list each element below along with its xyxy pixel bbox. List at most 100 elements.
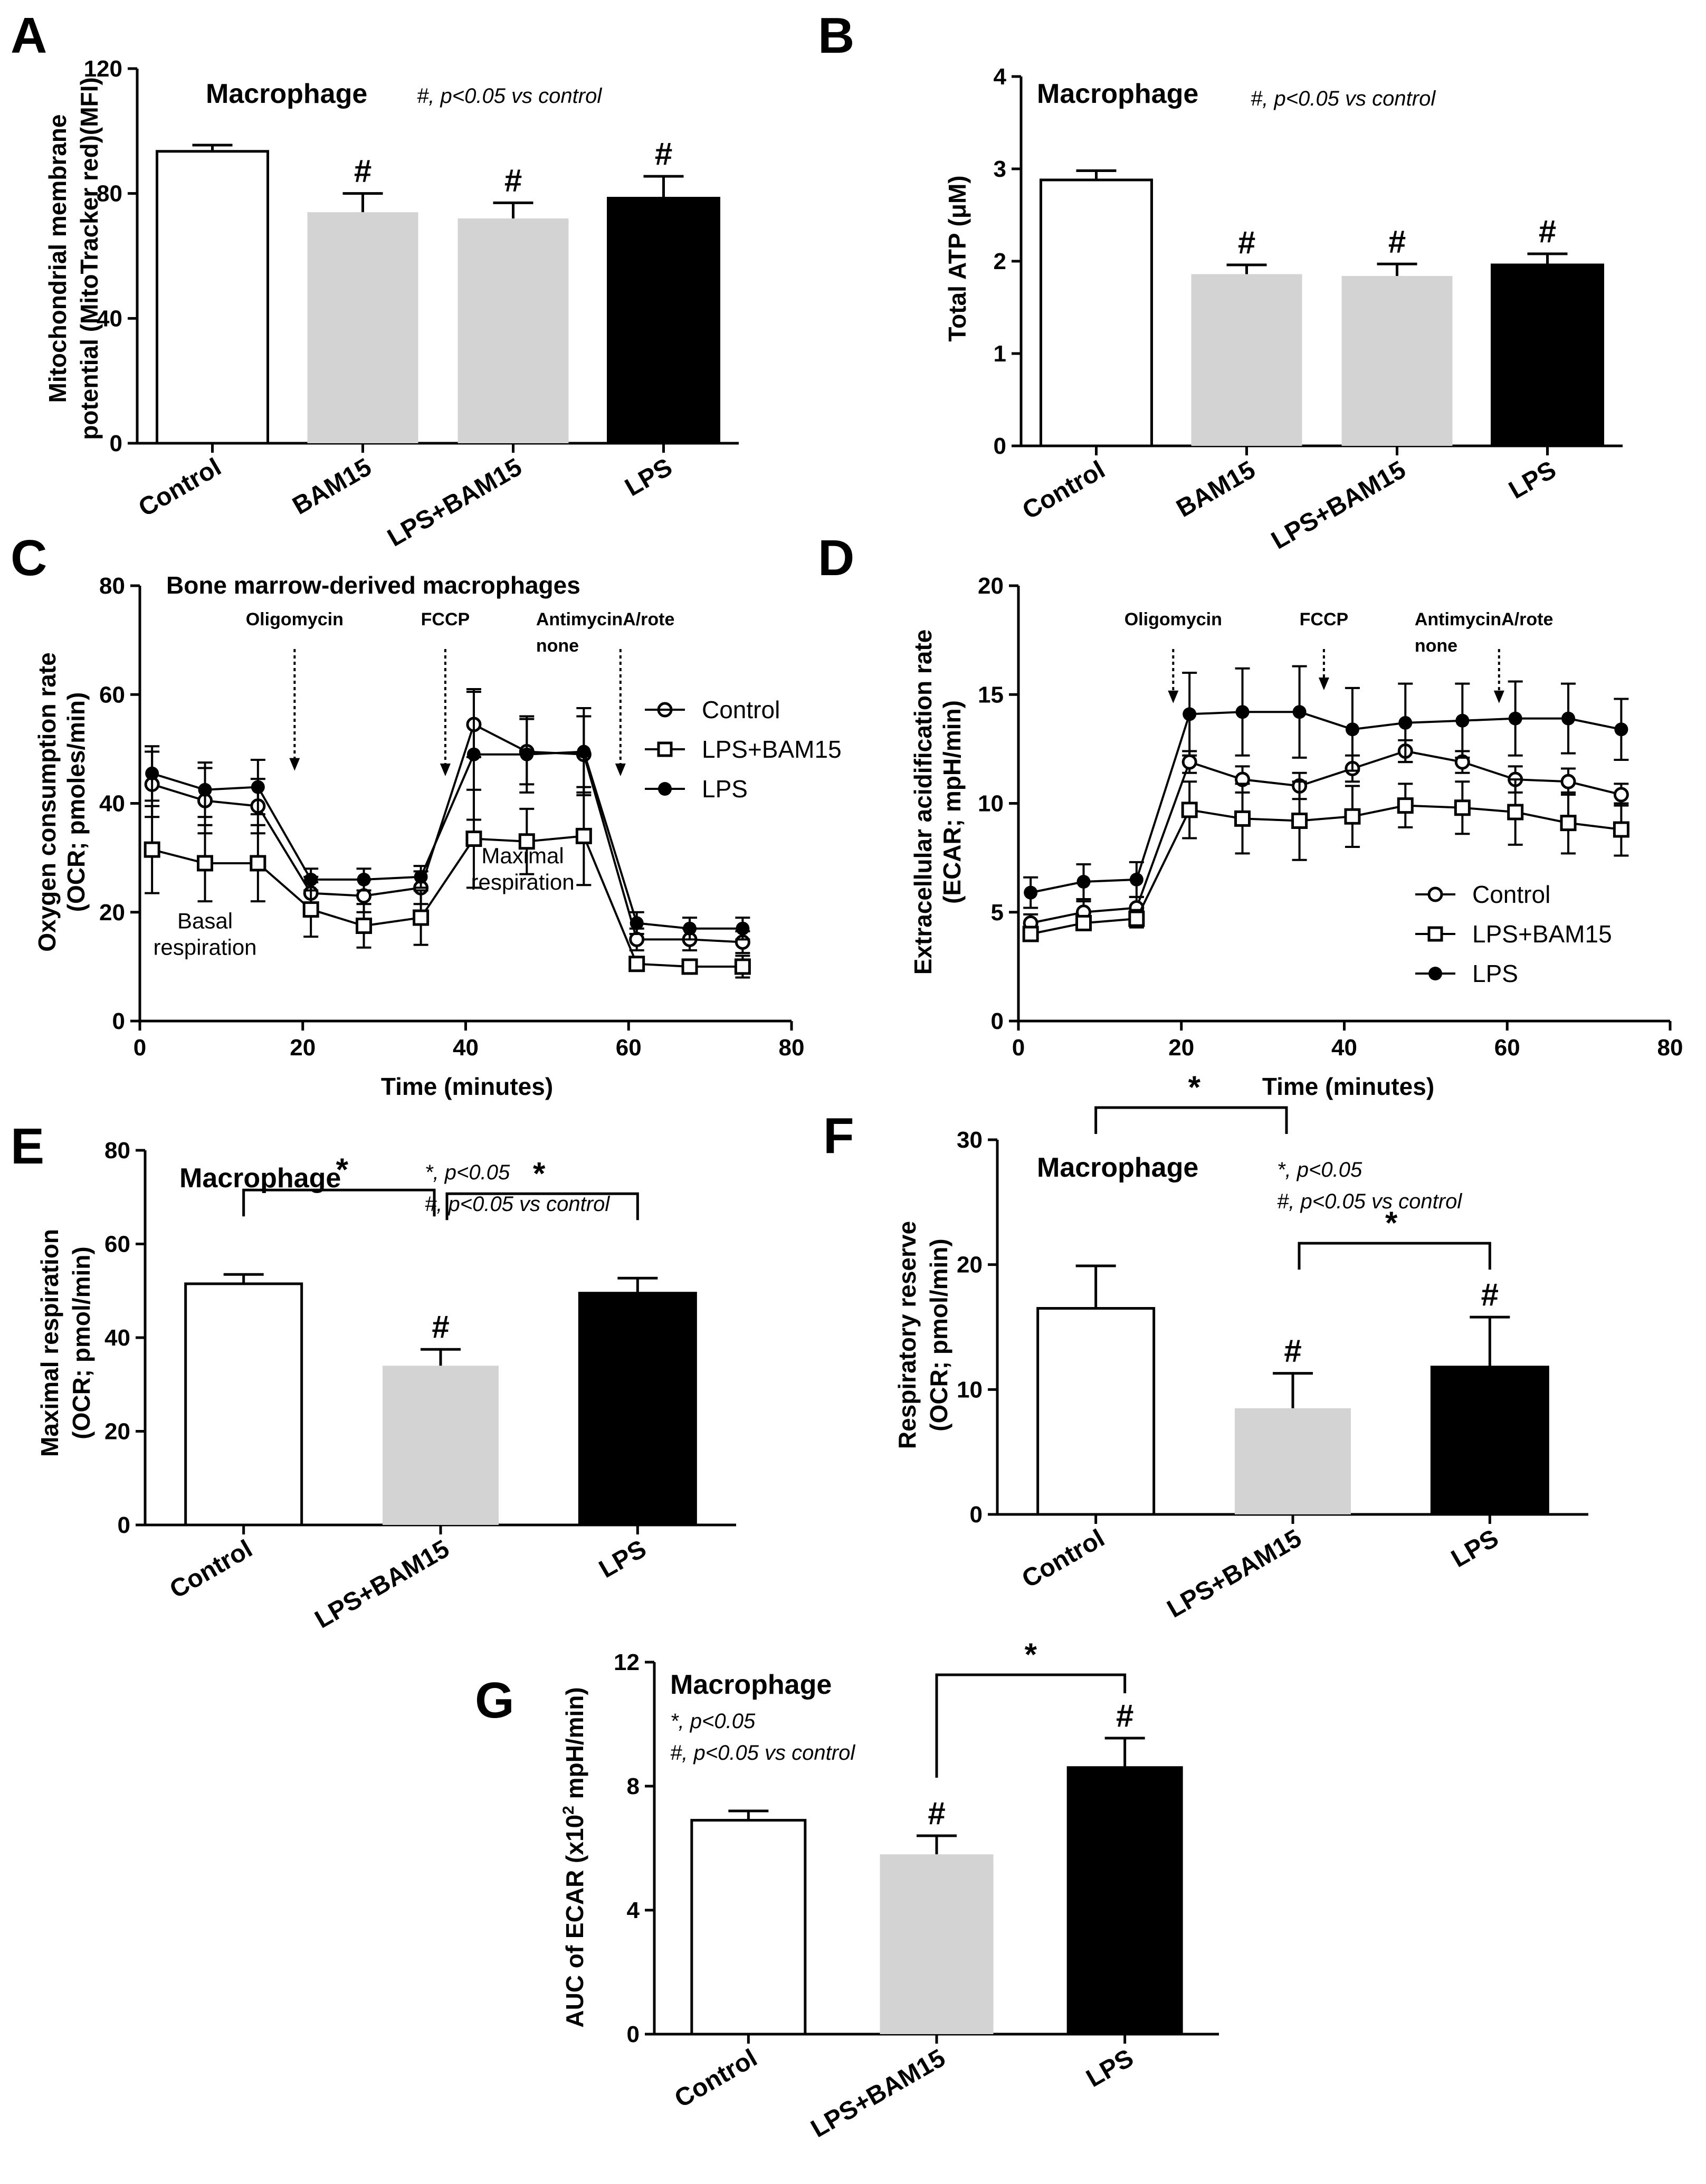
panel-g-ytick-label: 0 xyxy=(627,2021,640,2047)
panel-c-point-lps-bam15 xyxy=(465,831,482,847)
panel-d-xtick-label: 60 xyxy=(1494,1035,1520,1061)
panel-c-series-line-lps xyxy=(151,750,743,930)
panel-a-ylabel-line-2: potential (MitoTracker red)(MFI) xyxy=(75,77,103,440)
panel-d-xtick-label: 40 xyxy=(1331,1035,1357,1061)
panel-d-point-lps-bam15 xyxy=(1075,914,1092,931)
panel-e-bar-lps xyxy=(578,1292,697,1527)
panel-g-ylabel: AUC of ECAR (x102 mpH/min) xyxy=(560,1687,588,2027)
panel-c-point-lps-bam15 xyxy=(250,855,266,872)
panel-c-xlabel: Time (minutes) xyxy=(381,1073,553,1100)
panel-g-note-1: *, p<0.05 xyxy=(670,1710,756,1733)
legend-control-label: Control xyxy=(702,696,780,723)
panel-f-ylabel-line-2: (OCR; pmol/min) xyxy=(925,1238,952,1431)
panel-f-category-label: Control xyxy=(1017,1524,1109,1594)
panel-d-injection-label: AntimycinA/rote xyxy=(1415,609,1553,630)
panel-c-ytick-label: 40 xyxy=(99,791,125,817)
panel-d-point-lps xyxy=(1129,872,1143,886)
panel-b-bar-bam15 xyxy=(1191,274,1302,446)
legend-control-label: Control xyxy=(1472,881,1550,908)
panel-c-ylabel-line-1: Oxygen consumption rate xyxy=(33,652,61,951)
panel-a-category-label: LPS+BAM15 xyxy=(383,453,527,552)
panel-letter-c: C xyxy=(11,530,47,586)
panel-d-point-lps-bam15 xyxy=(1022,926,1039,942)
panel-c-point-lps xyxy=(357,872,371,886)
panel-b-significance-hash: # xyxy=(1539,214,1556,249)
panel-b-category-label: LPS xyxy=(1504,456,1561,505)
panel-d-xtick-label: 0 xyxy=(1012,1035,1025,1061)
panel-g-plot-area: 0 4 8 12 Control LPS+BAM15 # LPS # * xyxy=(614,1637,1219,2143)
panel-c-region-label: Basal xyxy=(177,909,233,933)
panel-a-bar-lps xyxy=(607,197,720,445)
panel-c-point-lps-bam15 xyxy=(356,918,373,934)
panel-a-ytick-label: 40 xyxy=(97,306,122,331)
panel-d-injection-arrow-head xyxy=(1318,678,1329,690)
panel-g-ytick-label: 8 xyxy=(627,1773,640,1799)
panel-g-title: Macrophage xyxy=(670,1670,832,1700)
panel-a-ytick-label: 0 xyxy=(110,431,122,456)
panel-d-injection-arrow-head xyxy=(1168,690,1179,703)
panel-d-series-line-lps xyxy=(1030,711,1622,894)
panel-e-chart: E Macrophage *, p<0.05 #, p<0.05 vs cont… xyxy=(11,1118,736,1634)
panel-g-ylabel-part-3: mpH/min) xyxy=(561,1687,588,1806)
panel-d-injection-label: none xyxy=(1415,636,1457,656)
panel-c-ytick-label: 20 xyxy=(99,900,125,926)
panel-c-title: Bone marrow-derived macrophages xyxy=(166,571,580,599)
panel-e-ytick-label: 0 xyxy=(118,1512,130,1538)
panel-d-point-lps-bam15 xyxy=(1613,821,1629,838)
panel-f-significance-bracket xyxy=(1094,1106,1288,1134)
panel-c-point-lps xyxy=(145,766,159,780)
panel-f-significance-star: * xyxy=(1188,1070,1201,1105)
panel-f-note-2: #, p<0.05 vs control xyxy=(1277,1190,1462,1213)
panel-c-series-line-control xyxy=(151,723,743,943)
panel-c-injection-label: Oligomycin xyxy=(246,609,344,630)
panel-c-point-lps xyxy=(304,872,318,886)
legend-control-marker xyxy=(1427,886,1443,902)
panel-c-point-lps xyxy=(520,747,534,761)
panel-g-significance-hash: # xyxy=(928,1796,945,1831)
panel-letter-b: B xyxy=(818,7,854,64)
panel-g-ytick-label: 12 xyxy=(614,1649,640,1675)
legend-lps-bam15-marker xyxy=(1427,926,1443,942)
panel-d-chart: D 0 5 10 15 20 0 20 40 60 80 Oligomycin FCCP Antimyc… xyxy=(818,530,1683,1100)
panel-d-point-lps xyxy=(1398,716,1413,730)
legend-lps-marker xyxy=(658,782,672,796)
legend-lps-label: LPS xyxy=(702,775,748,803)
panel-c-point-lps xyxy=(683,921,697,936)
panel-d-point-control xyxy=(1560,774,1576,789)
panel-a-chart: A Macrophage #, p<0.05 vs control 0 40 80 1… xyxy=(11,7,739,552)
panel-letter-f: F xyxy=(823,1108,854,1164)
panel-c-point-lps xyxy=(736,921,750,936)
panel-c-ytick-label: 80 xyxy=(99,573,125,599)
panel-c-ytick-label: 0 xyxy=(112,1008,125,1034)
legend-lps-bam15-label: LPS+BAM15 xyxy=(1472,920,1612,948)
panel-c-point-lps xyxy=(251,780,265,794)
panel-d-point-lps-bam15 xyxy=(1560,815,1577,832)
panel-b-ytick-label: 0 xyxy=(994,433,1006,459)
panel-e-plot-area: 0 20 40 60 80 Control LPS+BAM15 # LPS * * xyxy=(104,1138,736,1634)
panel-b-title: Macrophage xyxy=(1037,79,1198,109)
panel-c-plot-area: 0 20 40 60 80 0 20 40 60 80 Oligomycin FCCP Antimyci… xyxy=(99,573,804,1061)
panel-e-ytick-label: 80 xyxy=(104,1138,130,1163)
panel-a-significance-hash: # xyxy=(504,163,522,198)
panel-c-point-lps-bam15 xyxy=(681,958,698,975)
panel-g-ylabel-superscript: 2 xyxy=(560,1806,577,1815)
panel-d-xtick-label: 20 xyxy=(1168,1035,1194,1061)
panel-g-category-label: Control xyxy=(670,2044,762,2113)
panel-e-bar-control xyxy=(184,1282,303,1527)
panel-d-point-control xyxy=(1181,754,1197,770)
panel-d-point-lps xyxy=(1235,705,1250,719)
panel-g-significance-star: * xyxy=(1025,1637,1037,1672)
panel-d-point-lps-bam15 xyxy=(1454,799,1471,816)
panel-e-ytick-label: 40 xyxy=(104,1325,130,1351)
panel-b-significance-hash: # xyxy=(1238,225,1255,260)
panel-c-point-lps-bam15 xyxy=(144,841,160,858)
panel-c-chart: C Bone marrow-derived macrophages 0 20 40 6… xyxy=(11,530,842,1100)
panel-g-ylabel-part-1: AUC of ECAR (x10 xyxy=(561,1815,588,2028)
legend-lps-bam15-label: LPS+BAM15 xyxy=(702,736,842,763)
panel-c-point-lps-bam15 xyxy=(302,901,319,918)
panel-g-category-label: LPS xyxy=(1082,2044,1138,2093)
panel-f-ytick-label: 10 xyxy=(957,1377,983,1403)
panel-d-ylabel-line-2: (ECAR; mpH/min) xyxy=(938,700,966,904)
panel-c-ylabel-line-2: (OCR; pmoles/min) xyxy=(62,692,90,912)
panel-d-plot-area: 0 5 10 15 20 0 20 40 60 80 Oligomycin FCCP Antimycin… xyxy=(978,573,1683,1061)
